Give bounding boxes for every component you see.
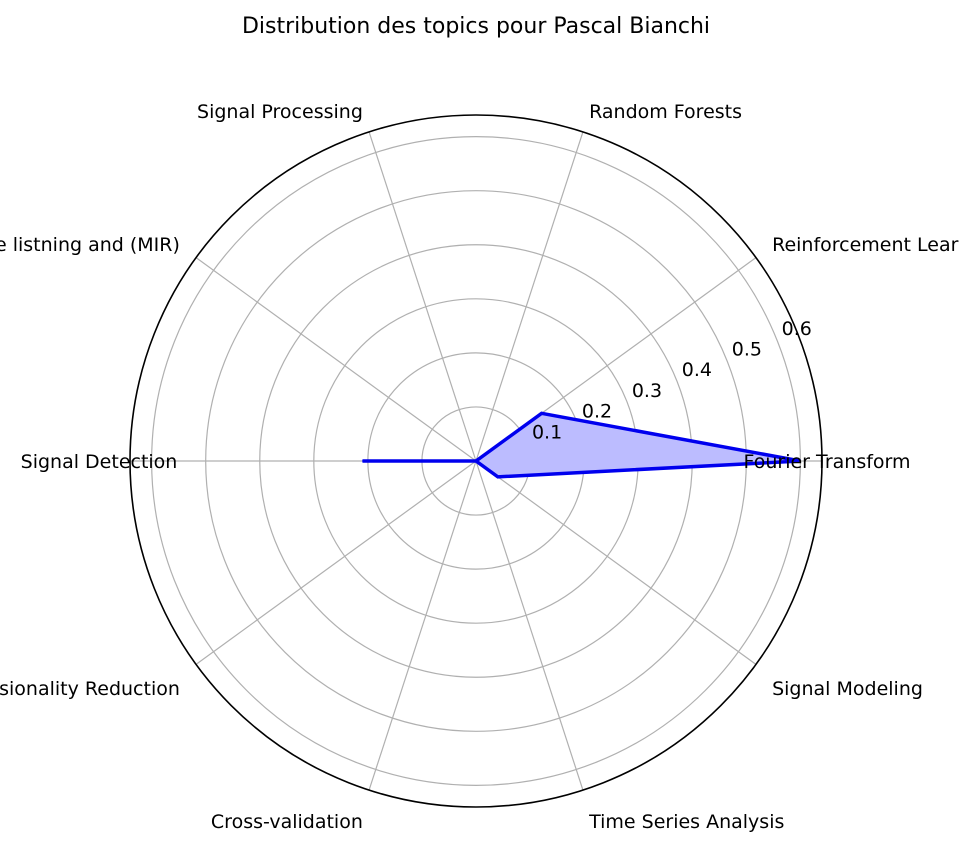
series-fill — [362, 413, 801, 477]
category-label: Signal Detection — [21, 451, 178, 473]
label-layer: Fourier Transform Reinforcement Learning R… — [0, 101, 959, 833]
category-label: Signal Processing — [197, 101, 363, 123]
tick-layer: 0.1 0.2 0.3 0.4 0.5 0.6 — [532, 318, 812, 443]
category-label: Time Series Analysis — [588, 811, 784, 833]
grid-spoke — [368, 460, 477, 791]
data-point — [799, 460, 801, 462]
grid-layer — [129, 114, 823, 808]
grid-spoke — [195, 257, 477, 462]
radial-tick-label: 0.2 — [582, 401, 612, 423]
category-label: Cross-validation — [211, 811, 363, 833]
data-layer — [361, 411, 801, 479]
category-label: Signal Modeling — [772, 678, 923, 700]
radial-tick-label: 0.5 — [732, 339, 762, 361]
radial-tick-label: 0.4 — [682, 359, 712, 381]
category-label: Machine listning and (MIR) — [0, 234, 180, 256]
data-point — [475, 460, 477, 462]
chart-title: Distribution des topics pour Pascal Bian… — [242, 14, 710, 39]
grid-spoke — [475, 131, 584, 462]
grid-spoke — [475, 460, 757, 665]
grid-spoke — [195, 460, 477, 665]
radial-tick-label: 0.1 — [532, 421, 562, 443]
category-label: Random Forests — [589, 101, 742, 123]
data-point — [497, 476, 499, 478]
category-label: Dimensionality Reduction — [0, 678, 180, 700]
category-label: Reinforcement Learning — [772, 234, 959, 256]
grid-spoke — [475, 460, 584, 791]
radial-tick-label: 0.6 — [782, 318, 812, 340]
polar-frame — [129, 114, 823, 808]
data-point — [361, 460, 363, 462]
data-point — [541, 412, 543, 414]
radial-tick-label: 0.3 — [632, 380, 662, 402]
category-label: Fourier Transform — [743, 451, 910, 473]
grid-spoke — [368, 131, 477, 462]
